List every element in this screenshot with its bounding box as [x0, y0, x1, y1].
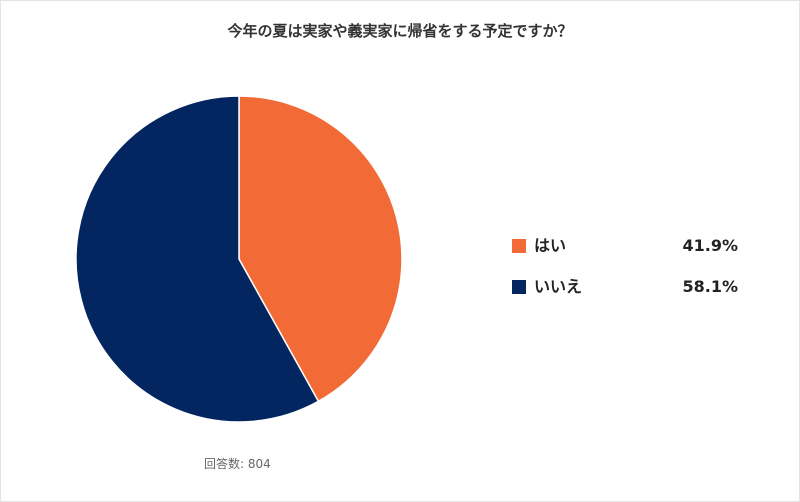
pie-chart: [75, 95, 403, 423]
legend-value-no: 58.1%: [682, 277, 738, 296]
pie-slice-yes: [238, 95, 403, 403]
legend-swatch-yes: [512, 239, 526, 253]
legend-item-yes: はい 41.9%: [512, 236, 738, 258]
legend-value-yes: 41.9%: [682, 236, 738, 255]
chart-title: 今年の夏は実家や義実家に帰省をする予定ですか？: [227, 22, 573, 40]
response-count: 回答数: 804: [204, 457, 271, 471]
legend-label-yes: はい: [534, 236, 567, 255]
legend-item-no: いいえ 58.1%: [512, 277, 738, 299]
pie-slice-no: [75, 95, 320, 423]
legend-label-no: いいえ: [534, 277, 583, 296]
legend-swatch-no: [512, 280, 526, 294]
